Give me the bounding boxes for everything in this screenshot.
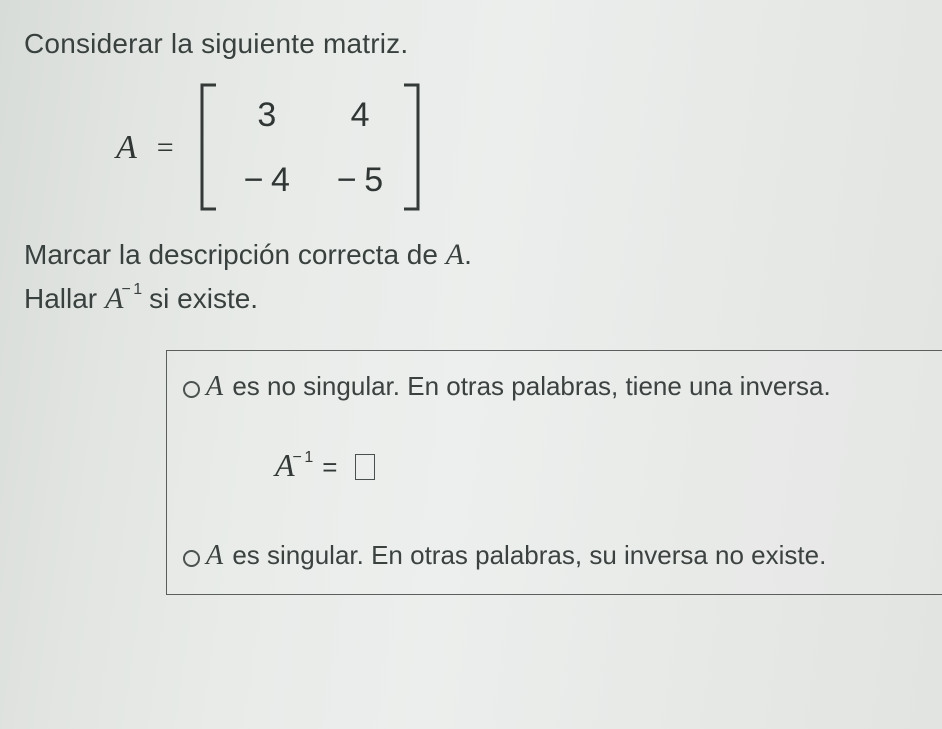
inverse-equals: =	[322, 452, 337, 483]
matrix-label-A: A	[116, 129, 137, 167]
prompt-mark-description: Marcar la descripción correcta de A.	[24, 238, 918, 272]
option2-text: es singular. En otras palabras, su inver…	[225, 540, 826, 570]
prompt-line3-post: si existe.	[149, 283, 258, 315]
option-singular[interactable]: A es singular. En otras palabras, su inv…	[183, 540, 927, 572]
answer-options-box: A es no singular. En otras palabras, tie…	[166, 350, 942, 595]
inverse-exponent: − 1	[293, 449, 313, 467]
prompt-line2-var: A	[446, 238, 464, 271]
option2-var: A	[206, 540, 223, 571]
inverse-equation: A− 1 =	[275, 447, 927, 484]
matrix-cells: 3 4 − 4 − 5	[218, 82, 402, 214]
prompt-line3-exponent: − 1	[121, 281, 141, 298]
prompt-consider-matrix: Considerar la siguiente matriz.	[24, 28, 918, 60]
prompt-find-inverse: Hallar A− 1 si existe.	[24, 282, 918, 316]
matrix-cell-1-1: − 5	[337, 161, 382, 200]
prompt-line2-pre: Marcar la descripción correcta de	[24, 239, 446, 270]
equals-sign: =	[157, 131, 174, 165]
radio-icon[interactable]	[183, 550, 200, 567]
option1-text: es no singular. En otras palabras, tiene…	[225, 371, 831, 401]
radio-icon[interactable]	[183, 381, 200, 398]
option1-var: A	[206, 371, 223, 402]
option-nonsingular[interactable]: A es no singular. En otras palabras, tie…	[183, 371, 927, 403]
matrix-cell-0-0: 3	[244, 96, 289, 135]
left-bracket-icon	[196, 82, 218, 212]
prompt-line3-pre: Hallar	[24, 283, 97, 315]
matrix-cell-0-1: 4	[337, 96, 382, 135]
matrix-cell-1-0: − 4	[244, 161, 289, 200]
matrix-definition: A = 3 4 − 4 − 5	[116, 82, 918, 214]
matrix-brackets: 3 4 − 4 − 5	[196, 82, 424, 214]
prompt-line2-post: .	[464, 239, 472, 270]
answer-input-placeholder[interactable]	[355, 454, 375, 480]
right-bracket-icon	[402, 82, 424, 212]
